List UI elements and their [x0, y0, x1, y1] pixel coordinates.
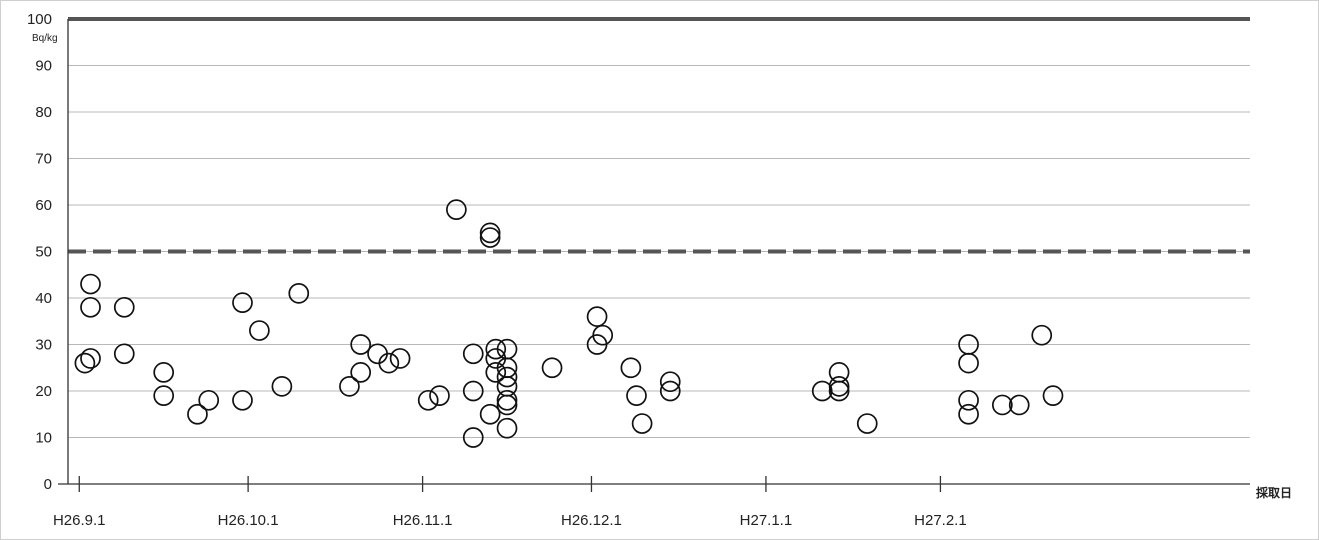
y-tick-labels: 0 10 20 30 40 50 60 70 80 90 100 — [27, 11, 52, 493]
axes — [58, 19, 1250, 485]
data-point — [1008, 394, 1030, 416]
data-point — [288, 283, 310, 304]
x-tick-label-5: H27.2.1 — [914, 512, 967, 529]
data-point — [496, 389, 518, 411]
data-point — [479, 222, 501, 244]
data-point — [113, 343, 135, 365]
data-point — [958, 389, 979, 411]
x-tick-label-4: H27.1.1 — [740, 512, 793, 529]
y-tick-label-80: 80 — [35, 104, 52, 121]
data-point — [232, 389, 253, 411]
data-point — [592, 324, 614, 346]
y-tick-label-10: 10 — [35, 430, 52, 447]
data-point — [74, 352, 96, 374]
data-point — [153, 362, 175, 383]
data-point — [80, 273, 101, 295]
data-point — [113, 296, 135, 318]
data-point — [626, 385, 647, 406]
data-point — [80, 296, 101, 318]
data-point — [271, 376, 293, 397]
y-axis-unit-label: Bq/kg — [32, 33, 58, 44]
data-points — [74, 199, 1064, 448]
reference-lines — [68, 17, 1250, 254]
data-point — [620, 357, 642, 379]
x-tick-label-1: H26.10.1 — [218, 512, 279, 529]
data-point — [350, 362, 372, 383]
data-point — [389, 348, 411, 369]
data-point — [958, 403, 979, 425]
data-point — [479, 403, 501, 425]
data-point — [339, 376, 360, 397]
data-point — [659, 380, 681, 402]
data-point — [198, 389, 220, 411]
data-point — [429, 385, 450, 406]
data-point — [187, 403, 208, 425]
data-point — [479, 227, 501, 248]
data-point — [991, 394, 1013, 416]
data-point — [446, 199, 467, 220]
data-point — [828, 380, 850, 402]
data-point — [485, 338, 507, 360]
data-point — [249, 320, 270, 341]
data-point — [958, 352, 979, 374]
y-tick-label-100: 100 — [27, 11, 52, 28]
data-point — [586, 306, 608, 327]
y-tick-label-70: 70 — [35, 151, 52, 168]
data-point — [856, 413, 878, 434]
y-tick-label-30: 30 — [35, 337, 52, 354]
data-point — [232, 292, 253, 313]
y-tick-label-20: 20 — [35, 383, 52, 400]
data-point — [378, 352, 400, 374]
data-point — [462, 427, 484, 448]
y-tick-label-0: 0 — [44, 476, 52, 493]
y-tick-label-60: 60 — [35, 197, 52, 214]
y-tick-label-40: 40 — [35, 290, 52, 307]
x-tick-label-0: H26.9.1 — [53, 512, 106, 529]
x-ticks: H26.9.1 H26.10.1 H26.11.1 H26.12.1 H27.1.1 H2… — [53, 476, 967, 529]
data-point — [1042, 385, 1064, 406]
data-point — [462, 343, 484, 365]
y-tick-label-90: 90 — [35, 58, 52, 75]
y-tick-label-50: 50 — [35, 244, 52, 261]
data-point — [496, 417, 518, 439]
data-point — [828, 376, 850, 397]
x-axis-title: 採取日 — [1256, 485, 1292, 500]
x-tick-label-3: H26.12.1 — [561, 512, 622, 529]
data-point — [631, 413, 653, 434]
data-point — [417, 389, 439, 411]
data-point — [541, 357, 563, 379]
data-point — [496, 366, 518, 388]
data-point — [153, 385, 175, 406]
data-point — [485, 362, 507, 383]
data-point — [350, 334, 372, 355]
x-tick-label-2: H26.11.1 — [393, 512, 453, 529]
data-point — [659, 371, 681, 393]
data-point — [496, 394, 518, 416]
data-point — [1031, 324, 1053, 346]
data-point — [462, 380, 484, 402]
data-point — [80, 348, 101, 369]
